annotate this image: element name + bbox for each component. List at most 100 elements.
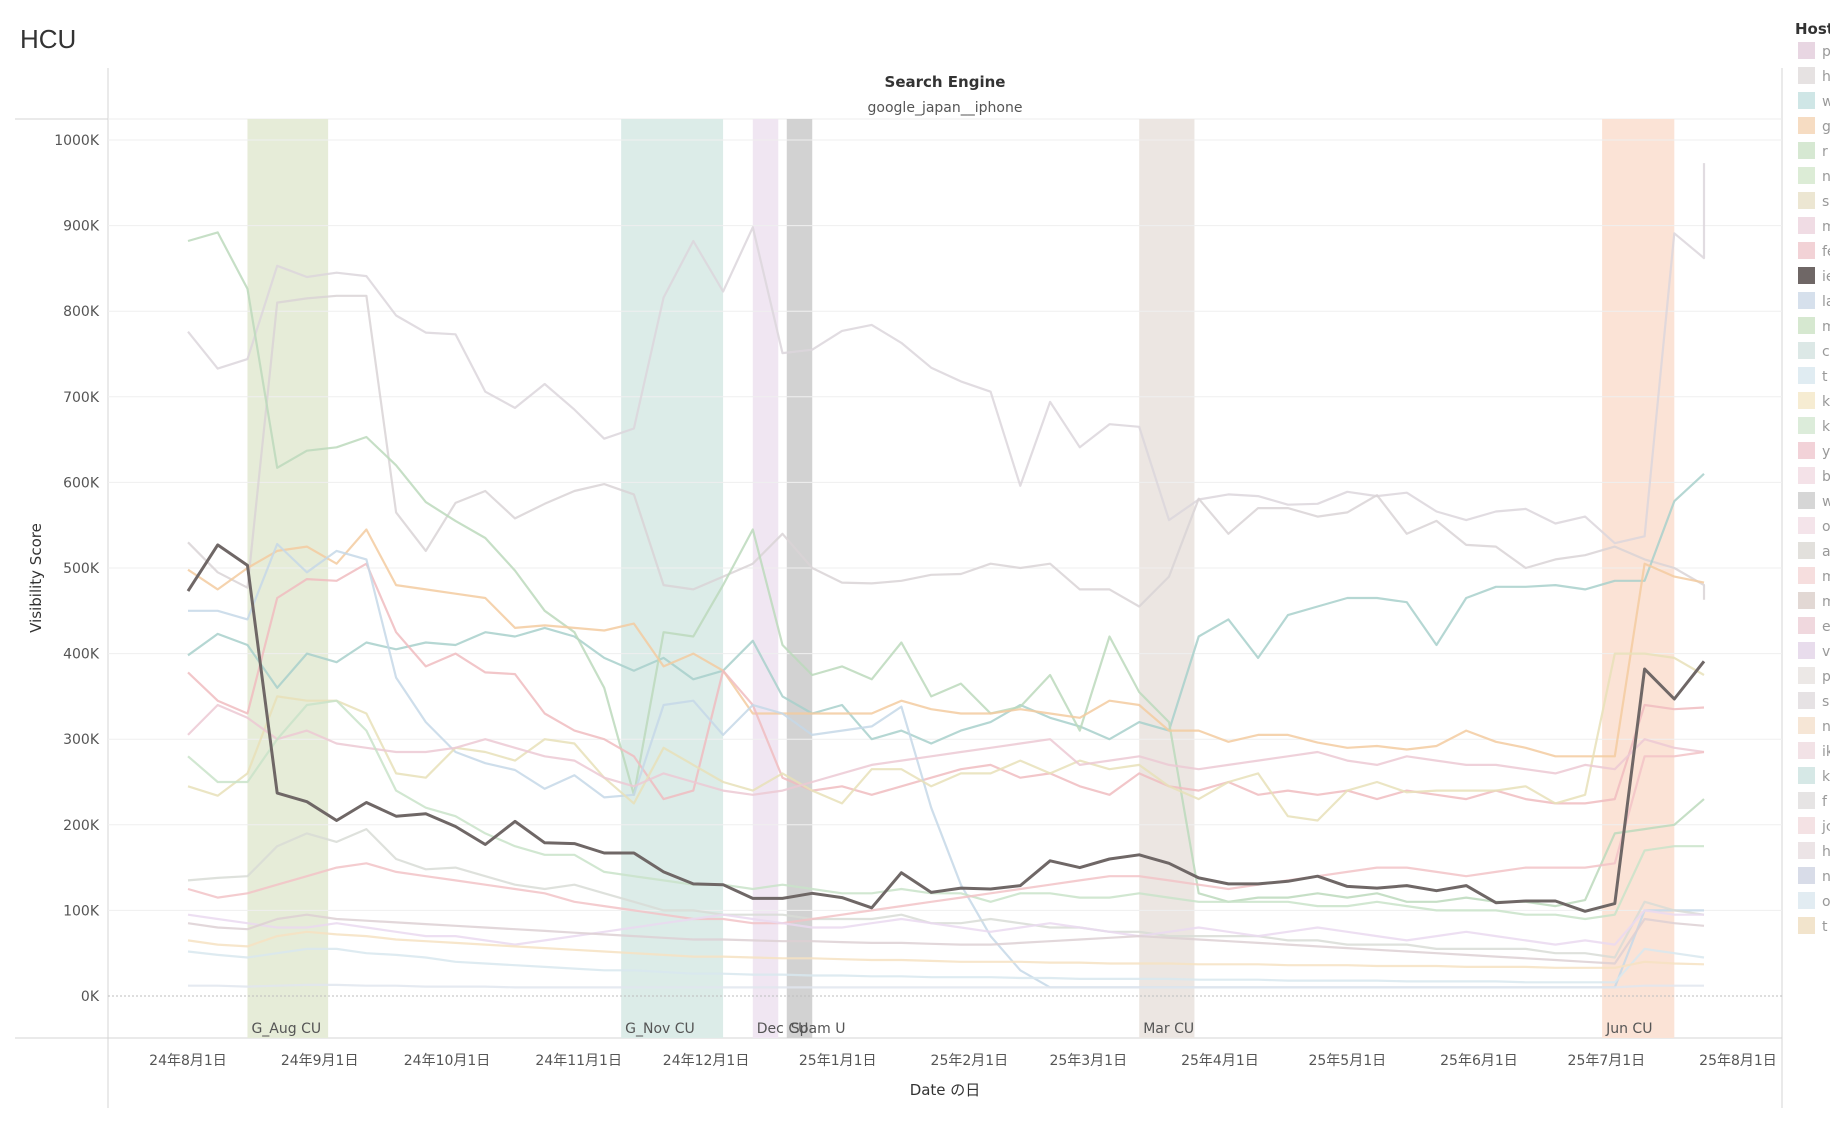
legend-label-31[interactable]: jc [1821,819,1830,835]
legend-swatch-26 [1798,692,1815,709]
legend-swatch-18 [1798,492,1815,509]
series-line-14 [187,947,1705,984]
series-line-12 [187,750,1705,925]
series-line-17 [187,913,1705,965]
legend-label-9[interactable]: ie [1822,269,1830,285]
legend-label-13[interactable]: t [1822,369,1828,385]
legend-label-2[interactable]: w [1822,94,1830,110]
grid [108,139,1782,997]
y-tick-label-1: 100K [63,903,100,919]
page-title: HCU [20,24,77,54]
legend-label-30[interactable]: f [1822,794,1828,810]
band-label-4: Mar CU [1143,1021,1194,1037]
legend-label-29[interactable]: k [1822,769,1830,785]
band-1 [621,119,724,1038]
legend-swatch-22 [1798,592,1815,609]
x-tick-label-1: 24年9月1日 [281,1053,359,1069]
y-axis-title: Visibility Score [27,523,45,633]
series-line-4 [187,231,1705,908]
legend-label-7[interactable]: m [1822,219,1830,235]
legend-label-4[interactable]: r [1822,144,1828,160]
y-tick-label-6: 600K [63,475,100,491]
y-tick-label-9: 900K [63,219,100,235]
legend-swatch-15 [1798,417,1815,434]
legend-swatch-6 [1798,192,1815,209]
legend-label-16[interactable]: y [1822,444,1830,460]
legend-label-6[interactable]: s [1822,194,1829,210]
x-tick-label-6: 25年2月1日 [931,1053,1009,1069]
legend-label-25[interactable]: p [1822,669,1830,685]
legend-swatch-11 [1798,317,1815,334]
legend-swatch-1 [1798,67,1815,84]
legend-label-11[interactable]: m [1822,319,1830,335]
legend-label-12[interactable]: c [1822,344,1830,360]
y-tick-label-5: 500K [63,561,100,577]
update-bands [247,119,1675,1038]
legend-label-18[interactable]: w [1822,494,1830,510]
series-line-8 [187,652,1705,822]
x-tick-label-10: 25年6月1日 [1440,1053,1518,1069]
legend-label-14[interactable]: k [1822,394,1830,410]
legend-swatch-33 [1798,867,1815,884]
series-line-9 [187,827,1705,959]
legend-label-35[interactable]: t [1822,919,1828,935]
x-tick-label-8: 25年4月1日 [1181,1053,1259,1069]
series-line-13 [187,909,1704,946]
x-axis-title: Date の日 [910,1081,981,1099]
x-tick-label-5: 25年1月1日 [799,1053,877,1069]
legend-swatch-21 [1798,567,1815,584]
y-tick-label-0: 0K [81,989,100,1005]
legend-swatch-17 [1798,467,1815,484]
legend-swatch-25 [1798,667,1815,684]
legend-label-23[interactable]: e [1822,619,1830,635]
legend-swatch-29 [1798,767,1815,784]
legend-label-1[interactable]: h [1822,69,1830,85]
series-line-15 [187,930,1705,969]
series-line-5 [187,528,1705,758]
series-line-1 [187,163,1706,545]
legend-label-8[interactable]: fe [1822,244,1830,260]
legend-swatch-4 [1798,142,1815,159]
legend-label-20[interactable]: a [1822,544,1830,560]
band-label-2: Dec CU [757,1021,809,1037]
series-lines [186,163,1706,989]
legend-swatch-23 [1798,617,1815,634]
legend-label-0[interactable]: p [1822,44,1830,60]
legend-title: Host [1795,20,1830,38]
legend-swatch-20 [1798,542,1815,559]
legend-label-27[interactable]: n [1822,719,1830,735]
legend-label-32[interactable]: h [1822,844,1830,860]
legend-label-5[interactable]: n [1822,169,1830,185]
legend-label-3[interactable]: g [1822,119,1830,135]
y-tick-label-8: 800K [63,304,100,320]
legend-label-24[interactable]: v [1822,644,1830,660]
series-line-10 [187,703,1705,796]
band-0 [247,119,329,1038]
legend-swatch-35 [1798,917,1815,934]
legend-swatch-7 [1798,217,1815,234]
y-tick-label-10: 1000K [54,133,100,149]
legend-label-21[interactable]: m [1822,569,1830,585]
header-title: Search Engine [885,73,1006,91]
legend-label-19[interactable]: o [1822,519,1830,535]
band-label-1: G_Nov CU [625,1021,695,1037]
legend-label-34[interactable]: o [1822,894,1830,910]
band-label-0: G_Aug CU [251,1021,321,1037]
legend-label-15[interactable]: k [1822,419,1830,435]
legend-label-28[interactable]: ik [1822,744,1830,760]
legend-label-26[interactable]: s [1822,694,1829,710]
legend-swatch-16 [1798,442,1815,459]
legend-swatch-0 [1798,42,1815,59]
x-tick-label-11: 25年7月1日 [1568,1053,1646,1069]
band-5 [1602,119,1675,1038]
legend-label-22[interactable]: m [1822,594,1830,610]
legend-label-33[interactable]: n [1822,869,1830,885]
legend-swatch-10 [1798,292,1815,309]
legend-label-10[interactable]: la [1822,294,1830,310]
legend-label-17[interactable]: b [1822,469,1830,485]
legend-swatch-24 [1798,642,1815,659]
header-subtitle: google_japan__iphone [868,100,1023,116]
x-tick-label-0: 24年8月1日 [149,1053,227,1069]
